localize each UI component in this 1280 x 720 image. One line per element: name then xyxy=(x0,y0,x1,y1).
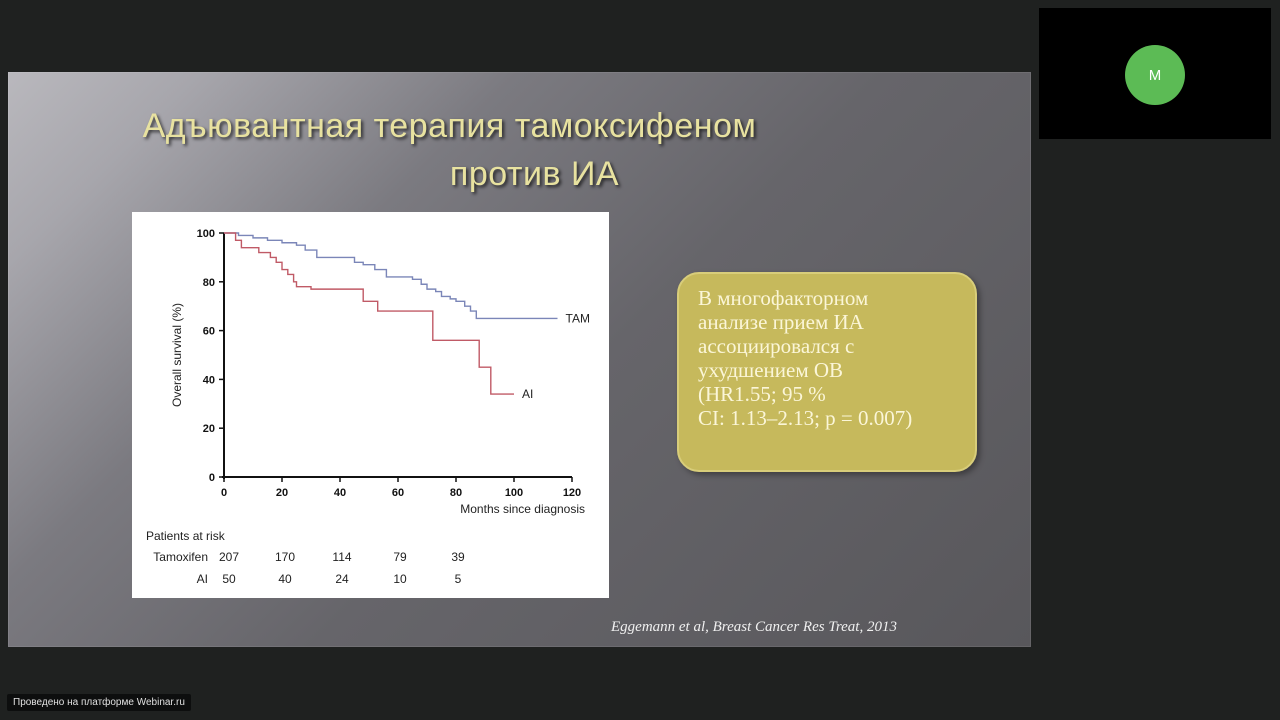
series-label-ai: AI xyxy=(522,387,533,401)
participant-avatar: M xyxy=(1125,45,1185,105)
x-tick-label: 0 xyxy=(221,487,227,499)
risk-table-value: 10 xyxy=(393,572,407,586)
participant-video-tile[interactable]: M xyxy=(1039,8,1271,139)
risk-table-row-label: AI xyxy=(197,572,208,586)
series-label-tam: TAM xyxy=(566,311,590,325)
risk-table-value: 39 xyxy=(451,550,465,564)
survival-chart: 0 20 40 60 80 100 0 20 40 60 80 100 120 Months since … xyxy=(132,212,609,598)
slide-title: Адъювантная терапия тамоксифеном против … xyxy=(8,102,1031,198)
slide-title-line-1: Адъювантная терапия тамоксифеном xyxy=(142,107,757,145)
y-tick-label: 40 xyxy=(203,374,215,386)
risk-table-value: 170 xyxy=(275,550,295,564)
risk-table-value: 40 xyxy=(278,572,292,586)
presentation-slide: Адъювантная терапия тамоксифеном против … xyxy=(8,72,1031,647)
platform-badge[interactable]: Проведено на платформе Webinar.ru xyxy=(7,694,191,711)
citation: Eggemann et al, Breast Cancer Res Treat,… xyxy=(611,619,897,635)
risk-table-value: 207 xyxy=(219,550,239,564)
callout-line: ухудшением ОВ xyxy=(698,358,844,382)
risk-table-row-label: Tamoxifen xyxy=(153,550,208,564)
x-tick-label: 40 xyxy=(334,487,346,499)
x-axis-label: Months since diagnosis xyxy=(460,502,585,516)
callout-line: CI: 1.13–2.13; p = 0.007) xyxy=(698,406,913,430)
x-tick-label: 60 xyxy=(392,487,404,499)
callout-line: В многофакторном xyxy=(698,286,869,310)
y-tick-label: 60 xyxy=(203,326,215,338)
slide-title-line-2: против ИА xyxy=(449,155,620,193)
x-tick-label: 120 xyxy=(563,487,581,499)
risk-table-value: 79 xyxy=(393,550,407,564)
callout-box: В многофакторном анализе прием ИА ассоци… xyxy=(677,272,977,472)
risk-table-value: 114 xyxy=(332,550,351,564)
callout-line: (HR1.55; 95 % xyxy=(698,382,826,406)
x-tick-label: 100 xyxy=(505,487,523,499)
survival-curve-ai xyxy=(224,232,514,395)
risk-table-header: Patients at risk xyxy=(146,529,226,543)
risk-table-value: 24 xyxy=(335,572,349,586)
survival-curve-tam xyxy=(224,232,558,320)
y-tick-label: 0 xyxy=(209,472,215,484)
x-tick-label: 20 xyxy=(276,487,288,499)
y-tick-label: 20 xyxy=(203,423,215,435)
callout-line: анализе прием ИА xyxy=(698,310,864,334)
risk-table-value: 50 xyxy=(222,572,236,586)
y-tick-label: 80 xyxy=(203,277,215,289)
kaplan-meier-plot: 0 20 40 60 80 100 0 20 40 60 80 100 120 Months since … xyxy=(146,228,590,586)
y-tick-label: 100 xyxy=(197,228,215,240)
risk-table-value: 5 xyxy=(455,572,462,586)
callout-line: ассоциировался с xyxy=(698,334,855,358)
y-axis-label: Overall survival (%) xyxy=(170,303,184,407)
x-tick-label: 80 xyxy=(450,487,462,499)
